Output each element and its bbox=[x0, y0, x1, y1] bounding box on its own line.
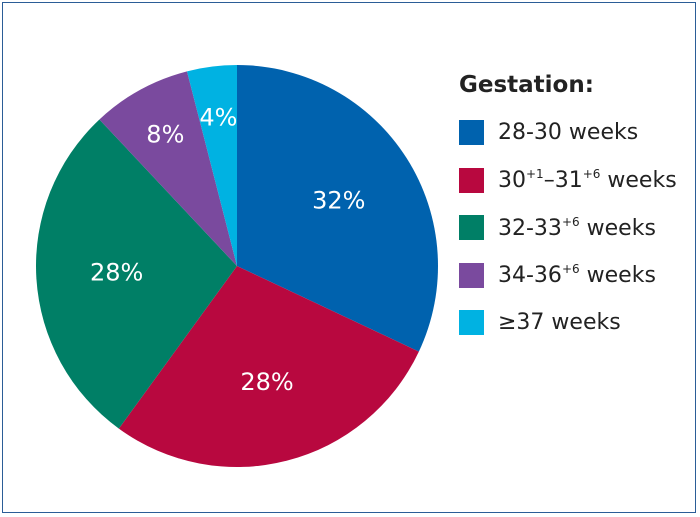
legend-swatch-3 bbox=[459, 215, 484, 241]
chart-frame: 32% 28% 28% 8% 4% Gestation: 28-30 weeks 30+1… bbox=[2, 2, 696, 513]
legend-item-5: ≥37 weeks bbox=[459, 299, 699, 347]
legend-swatch-2 bbox=[459, 167, 484, 193]
slice-value-label-1: 32% bbox=[312, 186, 365, 214]
slice-value-label-5: 4% bbox=[199, 103, 237, 131]
legend-label-4: 34-36+6 weeks bbox=[498, 262, 656, 288]
legend-superscript: +1 bbox=[526, 167, 544, 182]
legend-item-2: 30+1–31+6 weeks bbox=[459, 157, 699, 205]
legend-text-part: ≥37 weeks bbox=[498, 310, 621, 336]
legend-item-4: 34-36+6 weeks bbox=[459, 252, 699, 300]
legend-swatch-1 bbox=[459, 120, 484, 146]
legend-label-5: ≥37 weeks bbox=[498, 310, 621, 335]
slice-value-label-2: 28% bbox=[240, 368, 293, 396]
slice-value-label-4: 8% bbox=[146, 121, 184, 149]
legend-item-3: 32-33+6 weeks bbox=[459, 204, 699, 252]
legend-title: Gestation: bbox=[459, 72, 594, 98]
legend-superscript: +6 bbox=[561, 214, 580, 229]
legend-items: 28-30 weeks 30+1–31+6 weeks 32-33+6 weeks 3… bbox=[459, 109, 699, 347]
legend-text-part: 30 bbox=[498, 168, 526, 194]
pie-slice-3 bbox=[35, 119, 237, 429]
pie-chart: 32% 28% 28% 8% 4% bbox=[35, 65, 438, 467]
legend-text-part: weeks bbox=[579, 215, 656, 241]
legend-label-3: 32-33+6 weeks bbox=[498, 215, 656, 241]
legend-text-part: 34-36 bbox=[498, 263, 562, 289]
pie-slice-4 bbox=[99, 71, 237, 266]
slice-value-label-3: 28% bbox=[90, 259, 143, 287]
legend-text-part: –31 bbox=[543, 168, 583, 194]
legend-swatch-5 bbox=[459, 310, 484, 336]
pie-slice-2 bbox=[118, 266, 419, 467]
legend-label-2: 30+1–31+6 weeks bbox=[498, 167, 677, 193]
legend: Gestation: 28-30 weeks 30+1–31+6 weeks 32-… bbox=[459, 69, 699, 347]
legend-text-part: 32-33 bbox=[498, 215, 562, 241]
legend-item-1: 28-30 weeks bbox=[459, 109, 699, 157]
legend-swatch-4 bbox=[459, 262, 484, 288]
legend-label-1: 28-30 weeks bbox=[498, 120, 638, 145]
pie-slice-5 bbox=[187, 65, 237, 266]
legend-superscript: +6 bbox=[582, 167, 601, 182]
pie-slice-1 bbox=[237, 65, 438, 352]
legend-text-part: weeks bbox=[579, 263, 656, 289]
legend-superscript: +6 bbox=[561, 262, 580, 277]
legend-text-part: 28-30 weeks bbox=[498, 120, 639, 146]
legend-text-part: weeks bbox=[600, 168, 677, 194]
